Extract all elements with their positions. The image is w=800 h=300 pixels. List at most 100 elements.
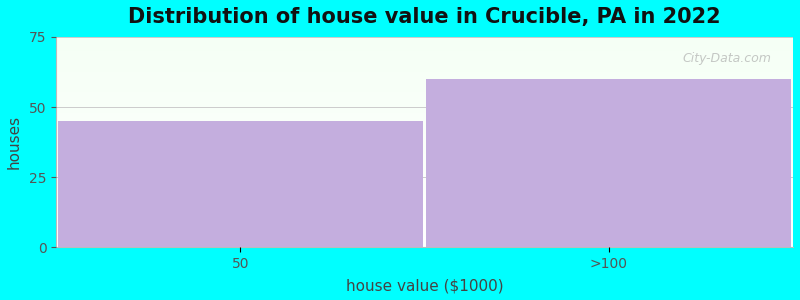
- Bar: [56, 234, 793, 235]
- Bar: [56, 195, 793, 196]
- Bar: [56, 199, 793, 200]
- Bar: [56, 105, 793, 106]
- Bar: [56, 184, 793, 185]
- Bar: [56, 188, 793, 190]
- Bar: [56, 240, 793, 241]
- Bar: [56, 245, 793, 246]
- Bar: [56, 165, 793, 166]
- Bar: [56, 209, 793, 211]
- Bar: [56, 60, 793, 61]
- Bar: [56, 201, 793, 202]
- Bar: [56, 95, 793, 96]
- Bar: [56, 118, 793, 119]
- Bar: [56, 214, 793, 215]
- Bar: [56, 92, 793, 93]
- Bar: [56, 96, 793, 97]
- Bar: [56, 186, 793, 188]
- Bar: [56, 97, 793, 98]
- Bar: [56, 45, 793, 46]
- Bar: [56, 78, 793, 79]
- Bar: [56, 80, 793, 81]
- Bar: [56, 101, 793, 102]
- Bar: [56, 144, 793, 145]
- Bar: [56, 198, 793, 199]
- Bar: [56, 205, 793, 206]
- Bar: [56, 100, 793, 101]
- Bar: [56, 44, 793, 45]
- Bar: [56, 119, 793, 120]
- Bar: [56, 99, 793, 100]
- Bar: [56, 172, 793, 174]
- Bar: [56, 166, 793, 167]
- Bar: [56, 130, 793, 132]
- X-axis label: house value ($1000): house value ($1000): [346, 278, 503, 293]
- Bar: [56, 215, 793, 216]
- Bar: [56, 226, 793, 227]
- Bar: [56, 102, 793, 103]
- Bar: [56, 126, 793, 128]
- Bar: [56, 122, 793, 123]
- Bar: [56, 164, 793, 165]
- Bar: [56, 133, 793, 134]
- Bar: [56, 146, 793, 147]
- Bar: [56, 87, 793, 88]
- Bar: [56, 228, 793, 230]
- Bar: [56, 243, 793, 244]
- Bar: [56, 157, 793, 158]
- Bar: [56, 135, 793, 136]
- Bar: [56, 54, 793, 55]
- Bar: [56, 83, 793, 84]
- Bar: [56, 174, 793, 175]
- Bar: [56, 72, 793, 73]
- Bar: [56, 222, 793, 223]
- Bar: [56, 112, 793, 114]
- Bar: [56, 121, 793, 122]
- Bar: [56, 114, 793, 115]
- Bar: [56, 192, 793, 193]
- Bar: [56, 50, 793, 52]
- Bar: [56, 152, 793, 153]
- Bar: [56, 42, 793, 43]
- Bar: [56, 167, 793, 168]
- Bar: [56, 219, 793, 220]
- Bar: [56, 239, 793, 240]
- Bar: [56, 221, 793, 222]
- Bar: [56, 244, 793, 245]
- Bar: [56, 163, 793, 164]
- Bar: [56, 120, 793, 121]
- Bar: [56, 147, 793, 148]
- Bar: [56, 176, 793, 177]
- Bar: [56, 168, 793, 169]
- Bar: [56, 58, 793, 59]
- Bar: [56, 218, 793, 219]
- Bar: [56, 110, 793, 112]
- Bar: [56, 160, 793, 161]
- Bar: [56, 196, 793, 197]
- Bar: [56, 208, 793, 209]
- Bar: [56, 224, 793, 225]
- Bar: [56, 55, 793, 56]
- Bar: [56, 177, 793, 178]
- Bar: [426, 79, 791, 248]
- Bar: [56, 190, 793, 192]
- Bar: [56, 62, 793, 63]
- Bar: [56, 85, 793, 86]
- Bar: [56, 91, 793, 92]
- Bar: [56, 57, 793, 58]
- Bar: [56, 212, 793, 213]
- Bar: [56, 136, 793, 137]
- Bar: [56, 242, 793, 243]
- Bar: [56, 115, 793, 116]
- Bar: [56, 94, 793, 95]
- Bar: [56, 225, 793, 226]
- Bar: [56, 182, 793, 183]
- Bar: [56, 86, 793, 87]
- Bar: [56, 185, 793, 186]
- Bar: [56, 56, 793, 57]
- Bar: [56, 211, 793, 212]
- Bar: [56, 98, 793, 99]
- Bar: [56, 216, 793, 217]
- Bar: [56, 61, 793, 62]
- Bar: [56, 134, 793, 135]
- Bar: [56, 204, 793, 205]
